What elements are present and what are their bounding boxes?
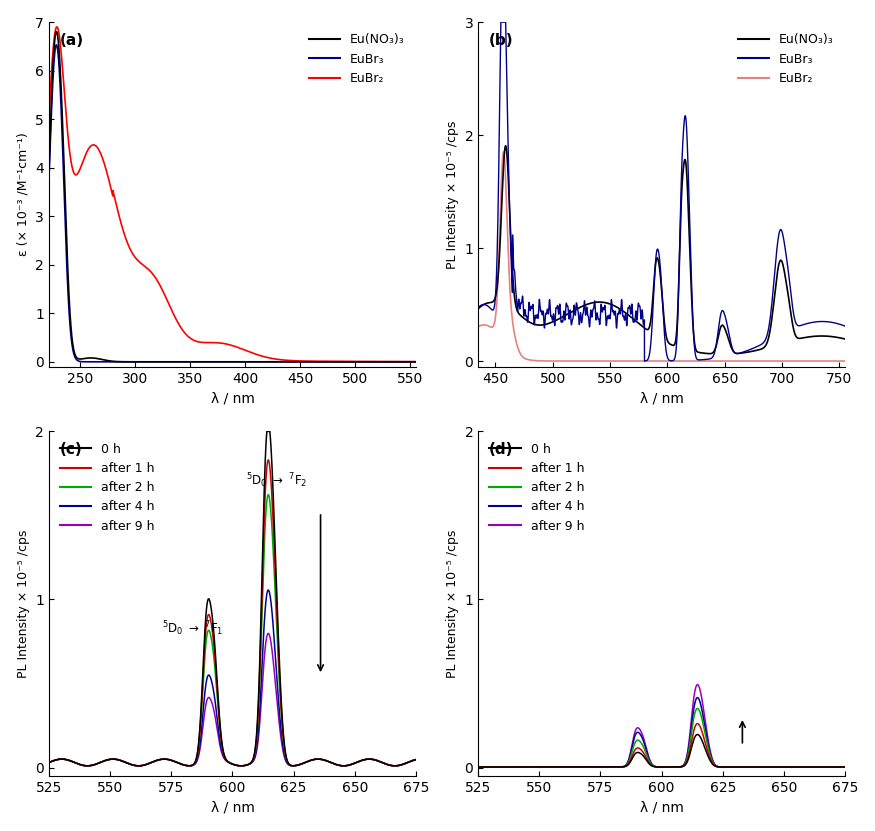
Y-axis label: PL Intensity × 10⁻⁵ /cps: PL Intensity × 10⁻⁵ /cps	[446, 120, 458, 268]
Legend: 0 h, after 1 h, after 2 h, after 4 h, after 9 h: 0 h, after 1 h, after 2 h, after 4 h, af…	[485, 438, 589, 538]
Y-axis label: ε (× 10⁻³ /M⁻¹cm⁻¹): ε (× 10⁻³ /M⁻¹cm⁻¹)	[17, 132, 30, 256]
X-axis label: λ / nm: λ / nm	[640, 800, 683, 814]
X-axis label: λ / nm: λ / nm	[211, 800, 255, 814]
Text: (d): (d)	[489, 442, 514, 457]
Text: (b): (b)	[489, 32, 514, 47]
Legend: 0 h, after 1 h, after 2 h, after 4 h, after 9 h: 0 h, after 1 h, after 2 h, after 4 h, af…	[55, 438, 160, 538]
Text: (a): (a)	[60, 32, 84, 47]
Y-axis label: PL Intensity × 10⁻⁵ /cps: PL Intensity × 10⁻⁵ /cps	[446, 529, 458, 678]
Legend: Eu(NO₃)₃, EuBr₃, EuBr₂: Eu(NO₃)₃, EuBr₃, EuBr₂	[304, 28, 410, 90]
X-axis label: λ / nm: λ / nm	[640, 391, 683, 405]
Text: (c): (c)	[60, 442, 83, 457]
Y-axis label: PL Intensity × 10⁻⁵ /cps: PL Intensity × 10⁻⁵ /cps	[17, 529, 30, 678]
Text: $^5$D$_0$ $\rightarrow$ $^7$F$_1$: $^5$D$_0$ $\rightarrow$ $^7$F$_1$	[162, 619, 223, 638]
X-axis label: λ / nm: λ / nm	[211, 391, 255, 405]
Text: $^5$D$_0$ $\rightarrow$ $^7$F$_2$: $^5$D$_0$ $\rightarrow$ $^7$F$_2$	[246, 471, 307, 490]
Legend: Eu(NO₃)₃, EuBr₃, EuBr₂: Eu(NO₃)₃, EuBr₃, EuBr₂	[733, 28, 839, 90]
